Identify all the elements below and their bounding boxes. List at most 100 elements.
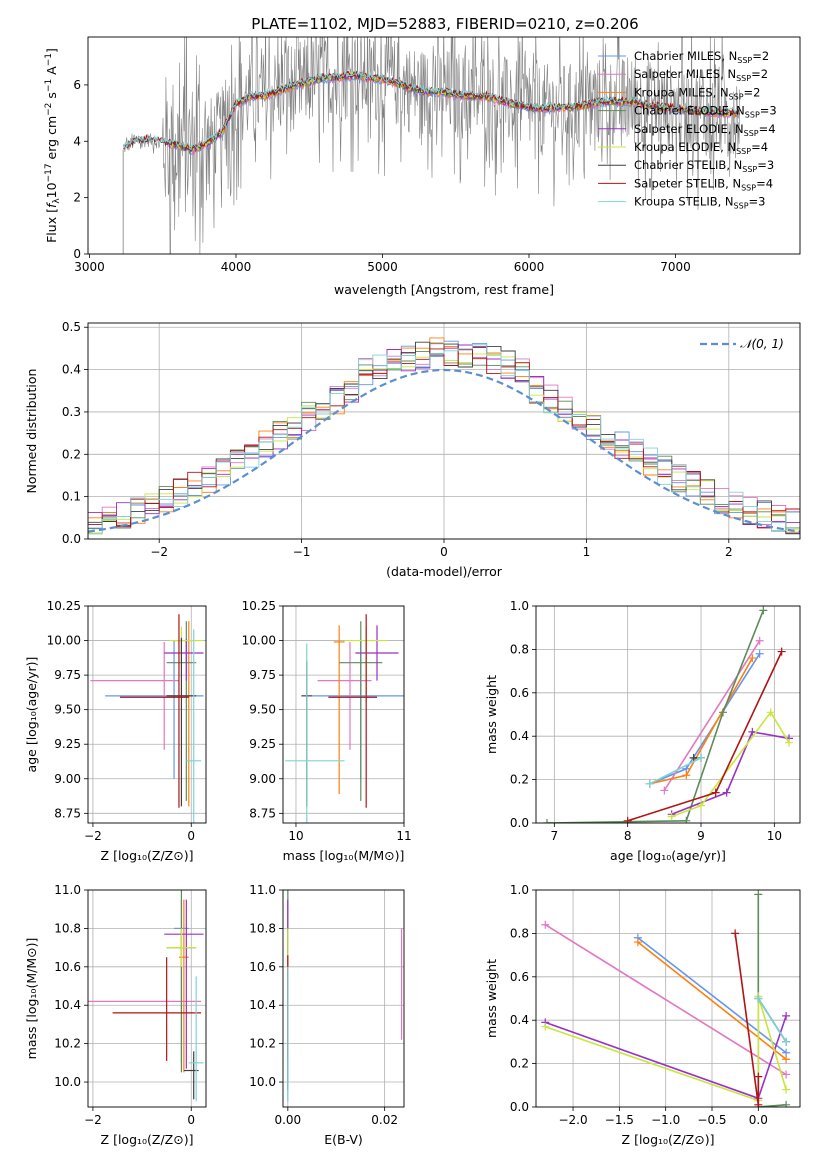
legend-entry: Kroupa MILES, NSSP=2 [634, 85, 760, 101]
y-tick-label: 10.2 [249, 1037, 276, 1051]
x-axis-label: mass [log₁₀(M/M⊙)] [283, 848, 405, 863]
series-marker [782, 1070, 791, 1079]
legend-entry: Chabrier MILES, NSSP=2 [634, 49, 769, 65]
series-marker [755, 649, 764, 658]
axes-frame [87, 36, 801, 255]
series-marker [782, 1055, 791, 1064]
x-tick-label: 1 [583, 545, 591, 559]
y-axis-label: Flux [fλ10−17 erg cm−2 s−1 A−1] [44, 48, 62, 243]
x-tick-label: 8 [624, 829, 632, 843]
y-tick-label: 2 [73, 191, 81, 205]
series-marker [782, 1085, 791, 1094]
series-marker [754, 1072, 763, 1081]
histograms [88, 337, 800, 535]
y-tick-label: 10.4 [249, 998, 276, 1012]
series-line [671, 731, 790, 816]
legend-entry: Chabrier STELIB, NSSP=3 [634, 158, 774, 174]
y-tick-label: 11.0 [249, 883, 276, 897]
x-tick-label: 5000 [367, 260, 398, 274]
series-marker [541, 920, 550, 929]
x-tick-label: −0.5 [697, 1113, 726, 1127]
legend-entry: Salpeter MILES, NSSP=2 [634, 67, 768, 83]
y-tick-label: 0.5 [62, 320, 81, 334]
y-tick-label: 0.8 [510, 926, 529, 940]
errorbars [88, 890, 204, 1102]
data-spectrum [123, 37, 740, 254]
series-line [671, 710, 790, 818]
series-marker [697, 753, 705, 762]
model-curve [122, 70, 740, 151]
series-marker [754, 1100, 763, 1107]
y-tick-label: 9.50 [249, 703, 276, 717]
y-tick-label: 9.00 [54, 772, 81, 786]
x-axis-label: (data-model)/error [386, 564, 503, 579]
series-marker [748, 654, 757, 663]
series-marker [660, 786, 669, 795]
errorbars [90, 614, 204, 823]
panel-age-vs-mass: 10 11 8.75 9.00 9.25 9.50 9.75 10.00 10.25 mass [… [242, 599, 412, 863]
y-tick-label: 11.0 [54, 883, 81, 897]
gaussian-curve [88, 368, 800, 533]
x-tick-label: 7000 [660, 260, 691, 274]
y-tick-label: 10.2 [54, 1037, 81, 1051]
series-marker [766, 708, 775, 717]
weight-lines [543, 606, 793, 823]
series-line [637, 941, 787, 1060]
x-axis-label: Z [log₁₀(Z/Z⊙)] [101, 1132, 194, 1147]
legend-entry: Kroupa ELODIE, NSSP=4 [634, 140, 768, 156]
panel-age-vs-z: −2 0 8.75 9.00 9.25 9.50 9.75 10.00 10.25 Z [log₁… [24, 599, 207, 863]
y-tick-label: 1.0 [510, 599, 529, 613]
y-tick-label: 10.6 [54, 960, 81, 974]
series-marker [711, 788, 720, 797]
panel-spectrum: 3000 4000 5000 6000 7000 0 2 4 6 wavelength [Angs… [44, 36, 801, 297]
y-tick-label: 0.4 [510, 729, 529, 743]
x-axis-label: wavelength [Angstrom, rest frame] [334, 282, 554, 297]
x-tick-label: 2 [725, 545, 733, 559]
series-line [757, 894, 787, 1107]
legend-entry: Chabrier ELODIE, NSSP=3 [634, 104, 777, 120]
y-tick-label: 8.75 [249, 806, 276, 820]
series-marker [645, 779, 654, 788]
x-tick-label: 9 [697, 829, 705, 843]
x-tick-label: 0.0 [749, 1113, 768, 1127]
x-tick-label: 0 [440, 545, 448, 559]
model-curve [123, 70, 741, 150]
x-tick-label: 7 [551, 829, 559, 843]
y-axis-label: Normed distribution [24, 369, 39, 494]
y-axis-label: mass [log₁₀(M/M⊙)] [24, 938, 39, 1060]
x-tick-label: −1.0 [651, 1113, 680, 1127]
series-marker [682, 816, 691, 823]
y-tick-label: 0.0 [510, 1100, 529, 1114]
series-marker [785, 738, 793, 747]
panel-mass-weight-vs-age: 7 8 9 10 0.0 0.2 0.4 0.6 0.8 1.0 age [log₁₀(age/yr… [484, 599, 801, 863]
x-axis-label: Z [log₁₀(Z/Z⊙)] [101, 848, 194, 863]
y-tick-label: 10.25 [47, 599, 81, 613]
y-tick-label: 0.6 [510, 970, 529, 984]
series-marker [623, 816, 632, 823]
axes-frame [87, 322, 801, 540]
x-tick-label: 11 [396, 829, 411, 843]
series-marker [748, 727, 757, 736]
series-marker [731, 929, 740, 938]
x-tick-label: 10 [767, 829, 782, 843]
series-marker [759, 606, 768, 615]
legend-entry: 𝒩(0, 1) [740, 337, 784, 351]
y-tick-label: 10.00 [47, 634, 81, 648]
panel-mass-vs-ebv: 0.00 0.02 10.0 10.2 10.4 10.6 10.8 11.0 E(B-V) [249, 883, 405, 1147]
y-axis-label: mass weight [484, 675, 499, 754]
errorbars [287, 890, 403, 1102]
y-axis-label: age [log₁₀(age/yr)] [24, 657, 39, 773]
series-marker [543, 819, 551, 823]
y-tick-label: 0.3 [62, 405, 81, 419]
y-tick-label: 10.8 [54, 921, 81, 935]
figure-title: PLATE=1102, MJD=52883, FIBERID=0210, z=0… [251, 15, 638, 33]
panel-mass-weight-vs-z: −2.0 −1.5 −1.0 −0.5 0.0 0.0 0.2 0.4 0.6 0.8 1.0 Z [… [484, 883, 801, 1147]
series-marker [782, 1037, 791, 1046]
x-tick-label: −1.5 [605, 1113, 634, 1127]
y-tick-label: 0.4 [510, 1013, 529, 1027]
y-tick-label: 0.2 [510, 1057, 529, 1071]
y-axis-label: mass weight [484, 959, 499, 1038]
legend-entry: Kroupa STELIB, NSSP=3 [634, 195, 765, 211]
series-line [546, 610, 765, 823]
